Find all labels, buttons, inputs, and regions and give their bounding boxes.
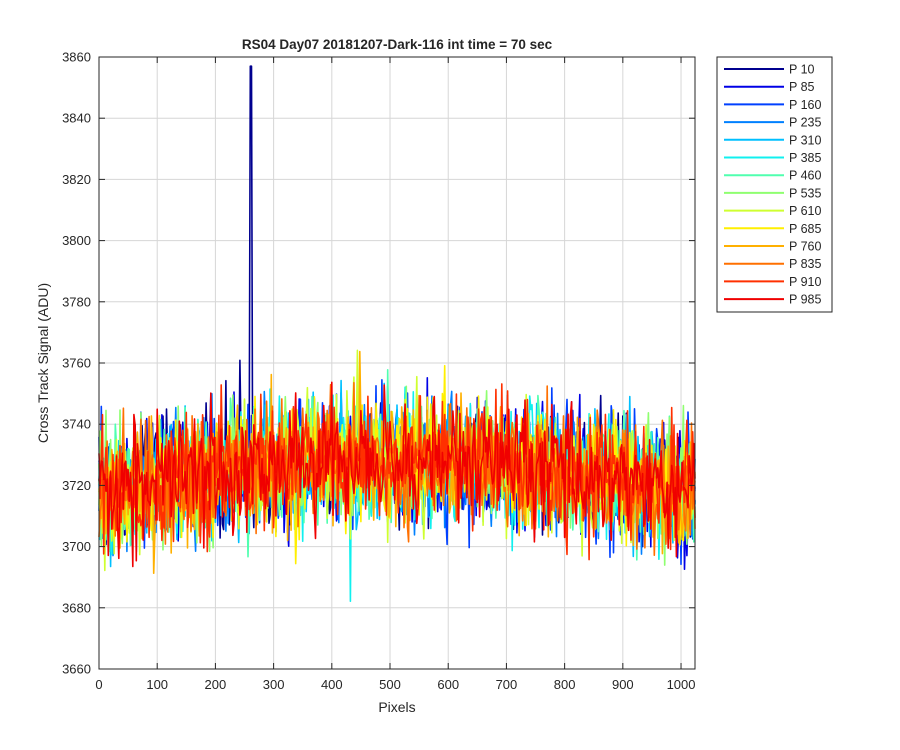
legend-entry: P 385 [724,151,821,165]
legend-entry: P 460 [724,169,821,183]
y-tick-labels: 3660 3680 3700 3720 3740 3760 3780 3800 3820 3840… [62,50,91,677]
legend-entry: P 910 [724,275,821,289]
chart-title: RS04 Day07 20181207-Dark-116 int time = … [242,37,553,52]
legend-entry: P 835 [724,257,821,271]
legend-entry: P 85 [724,80,815,94]
legend-entry: P 310 [724,133,821,147]
y-tick-label: 3820 [62,172,91,187]
x-tick-label: 1000 [667,677,696,692]
legend-entry: P 985 [724,293,821,307]
y-tick-label: 3720 [62,478,91,493]
legend-entry: P 685 [724,222,821,236]
legend-entry: P 10 [724,63,815,77]
y-tick-label: 3680 [62,600,91,615]
legend-label: P 85 [789,80,815,94]
legend: P 10 P 85 P 160 P 235 P 310 P 385 P 460 P 535 P … [716,56,833,313]
legend-label: P 10 [789,63,815,77]
x-tick-label: 300 [263,677,285,692]
x-tick-label: 600 [437,677,459,692]
legend-entry: P 760 [724,240,821,254]
x-tick-label: 700 [496,677,518,692]
legend-label: P 910 [789,275,821,289]
legend-entry: P 235 [724,116,821,130]
legend-entry: P 610 [724,204,821,218]
axis-ticks [98,56,695,670]
legend-entry: P 535 [724,186,821,200]
y-tick-label: 3700 [62,539,91,554]
legend-box [716,56,833,313]
legend-label: P 685 [789,222,821,236]
x-tick-label: 800 [554,677,576,692]
plot-area [98,56,696,670]
x-tick-label: 0 [95,677,102,692]
x-tick-label: 100 [146,677,168,692]
data-series [98,65,696,602]
legend-label: P 160 [789,98,821,112]
x-tick-label: 900 [612,677,634,692]
legend-entries: P 10 P 85 P 160 P 235 P 310 P 385 P 460 P 535 P … [724,63,821,307]
legend-label: P 535 [789,186,821,200]
y-tick-label: 3840 [62,111,91,126]
y-tick-label: 3760 [62,356,91,371]
x-tick-labels: 0 100 200 300 400 500 600 700 800 900 1000 [95,677,695,692]
legend-label: P 610 [789,204,821,218]
legend-label: P 760 [789,240,821,254]
legend-label: P 235 [789,116,821,130]
x-axis-label: Pixels [378,699,415,715]
y-tick-label: 3780 [62,294,91,309]
x-tick-label: 200 [205,677,227,692]
y-axis-label: Cross Track Signal (ADU) [35,283,51,443]
x-tick-label: 500 [379,677,401,692]
legend-label: P 310 [789,133,821,147]
y-tick-label: 3800 [62,233,91,248]
y-tick-label: 3860 [62,50,91,65]
y-tick-label: 3740 [62,417,91,432]
legend-label: P 385 [789,151,821,165]
legend-label: P 460 [789,169,821,183]
legend-label: P 985 [789,293,821,307]
x-tick-label: 400 [321,677,343,692]
legend-entry: P 160 [724,98,821,112]
series-line [98,381,696,568]
legend-label: P 835 [789,257,821,271]
y-tick-label: 3660 [62,662,91,677]
grid-lines [99,57,695,669]
